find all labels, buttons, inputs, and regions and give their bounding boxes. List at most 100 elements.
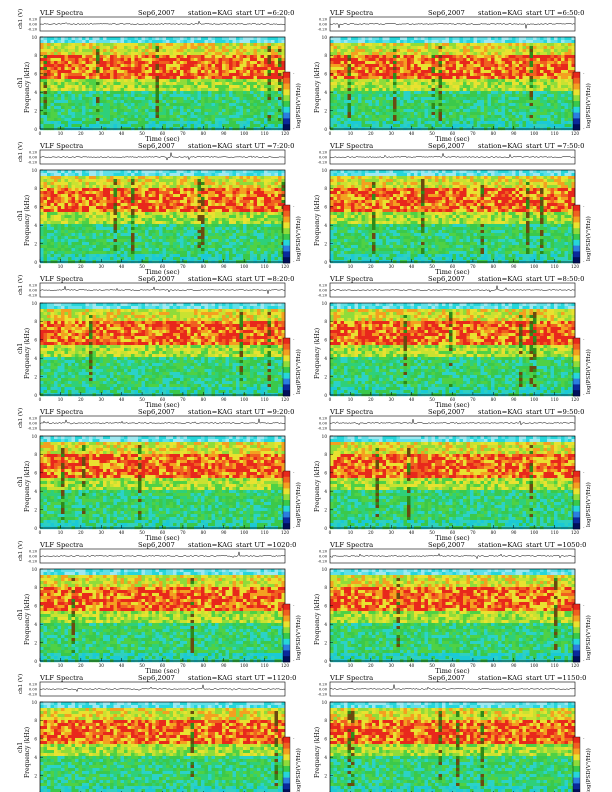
y-tick-label: 4 <box>324 356 327 361</box>
panel-header-start-time: start UT =7:50:0 <box>526 142 584 150</box>
colorbar-segment <box>573 512 580 518</box>
x-tick-label: 100 <box>530 131 538 136</box>
x-tick-label: 90 <box>511 663 517 668</box>
y-tick-label: 6 <box>324 205 327 210</box>
colorbar-segment <box>573 234 580 240</box>
panel-header-title: VLF Spectra <box>329 541 373 549</box>
colorbar-segment <box>283 251 290 257</box>
colorbar-segment <box>573 760 580 766</box>
colorbar-label: log(PSD(V²/Hz)) <box>295 482 302 527</box>
x-tick-label: 100 <box>240 131 248 136</box>
panel-header-start-time: start UT =7:20:0 <box>236 142 294 150</box>
spectrogram-panel: VLF Spectra Sep6,2007 station=KAG start UT … <box>314 275 592 409</box>
colorbar-tick-label: - <box>293 603 295 608</box>
panel-header-title: VLF Spectra <box>39 9 83 17</box>
colorbar-segment <box>573 488 580 494</box>
x-tick-label: 100 <box>240 264 248 269</box>
x-tick-label: 110 <box>551 131 559 136</box>
y-tick-label: 8 <box>34 53 37 58</box>
y-tick-label: 4 <box>324 489 327 494</box>
y-tick-label: 6 <box>324 338 327 343</box>
spectrogram-heatmap <box>330 569 575 662</box>
colorbar-segment <box>283 124 290 130</box>
y-tick-label: 6 <box>324 604 327 609</box>
panel-header-station: station=KAG <box>188 541 232 549</box>
colorbar-segment <box>573 205 580 211</box>
x-tick-label: 10 <box>348 397 354 402</box>
waveform-y-label: ch1 (V) <box>17 541 24 561</box>
x-tick-label: 80 <box>491 663 497 668</box>
x-tick-label: 0 <box>329 663 332 668</box>
x-tick-label: 20 <box>78 663 84 668</box>
panel-header-date: Sep6,2007 <box>138 275 175 283</box>
x-tick-label: 30 <box>99 264 105 269</box>
colorbar-segment <box>573 604 580 610</box>
y-tick-label: 0 <box>324 659 327 664</box>
waveform-y-tick-label: -0.20 <box>318 28 328 32</box>
waveform-y-tick-label: -0.20 <box>28 28 38 32</box>
colorbar-segment <box>573 89 580 95</box>
colorbar-tick-label: - <box>293 71 295 76</box>
y-axis-label: Frequency (kHz) <box>314 594 321 645</box>
x-tick-label: 10 <box>348 264 354 269</box>
colorbar-segment <box>283 500 290 506</box>
x-tick-label: 110 <box>551 397 559 402</box>
x-tick-label: 20 <box>78 530 84 535</box>
x-tick-label: 90 <box>221 663 227 668</box>
colorbar-segment <box>573 494 580 500</box>
x-tick-label: 80 <box>491 530 497 535</box>
panel-header-station: station=KAG <box>188 142 232 150</box>
x-tick-label: 50 <box>429 264 435 269</box>
spectrogram-heatmap <box>330 37 575 130</box>
colorbar-segment <box>283 240 290 246</box>
y-axis-channel-label: ch1 <box>17 476 24 487</box>
colorbar-segment <box>573 483 580 489</box>
colorbar-segment <box>283 222 290 228</box>
y-tick-label: 4 <box>324 90 327 95</box>
x-tick-label: 50 <box>429 663 435 668</box>
x-tick-label: 120 <box>571 264 579 269</box>
panel-header-title: VLF Spectra <box>329 142 373 150</box>
y-tick-label: 10 <box>32 35 38 40</box>
panel-header-date: Sep6,2007 <box>428 408 465 416</box>
panel-header-station: station=KAG <box>478 541 522 549</box>
waveform-y-tick-label: 0.20 <box>319 550 328 554</box>
colorbar-segment <box>283 512 290 518</box>
y-tick-label: 4 <box>324 755 327 760</box>
x-tick-label: 70 <box>180 397 186 402</box>
x-tick-label: 70 <box>180 131 186 136</box>
panel-header-start-time: start UT =8:50:0 <box>526 275 584 283</box>
x-tick-label: 20 <box>78 397 84 402</box>
colorbar-segment <box>283 783 290 789</box>
x-tick-label: 50 <box>429 131 435 136</box>
colorbar-segment <box>573 124 580 130</box>
spectrogram-panel: VLF Spectra Sep6,2007 station=KAG start UT … <box>314 541 592 675</box>
y-tick-label: 0 <box>324 526 327 531</box>
x-tick-label: 100 <box>530 530 538 535</box>
y-tick-label: 0 <box>324 393 327 398</box>
colorbar-segment <box>283 523 290 529</box>
colorbar-segment <box>283 645 290 651</box>
panel-header-date: Sep6,2007 <box>138 142 175 150</box>
y-tick-label: 6 <box>34 604 37 609</box>
waveform-y-tick-label: -0.20 <box>28 560 38 564</box>
colorbar-segment <box>283 621 290 627</box>
x-tick-label: 30 <box>389 264 395 269</box>
x-tick-label: 0 <box>329 530 332 535</box>
x-tick-label: 10 <box>348 663 354 668</box>
colorbar-segment <box>283 379 290 385</box>
colorbar-segment <box>283 483 290 489</box>
y-tick-label: 8 <box>324 718 327 723</box>
y-tick-label: 6 <box>324 737 327 742</box>
spectrogram-panel: VLF Spectra Sep6,2007 station=KAG start UT … <box>17 142 302 276</box>
panel-header-start-time: start UT =9:20:0 <box>236 408 294 416</box>
colorbar-segment <box>283 344 290 350</box>
colorbar-segment <box>283 506 290 512</box>
spectrogram-panel: VLF Spectra Sep6,2007 station=KAG start UT … <box>314 674 592 792</box>
colorbar-label: log(PSD(V²/Hz)) <box>295 216 302 261</box>
spectrogram-panel: VLF Spectra Sep6,2007 station=KAG start UT … <box>17 408 302 542</box>
waveform-y-label: ch1 (V) <box>17 275 24 295</box>
y-axis-label: Frequency (kHz) <box>24 328 31 379</box>
y-tick-label: 6 <box>34 338 37 343</box>
colorbar-segment <box>573 373 580 379</box>
